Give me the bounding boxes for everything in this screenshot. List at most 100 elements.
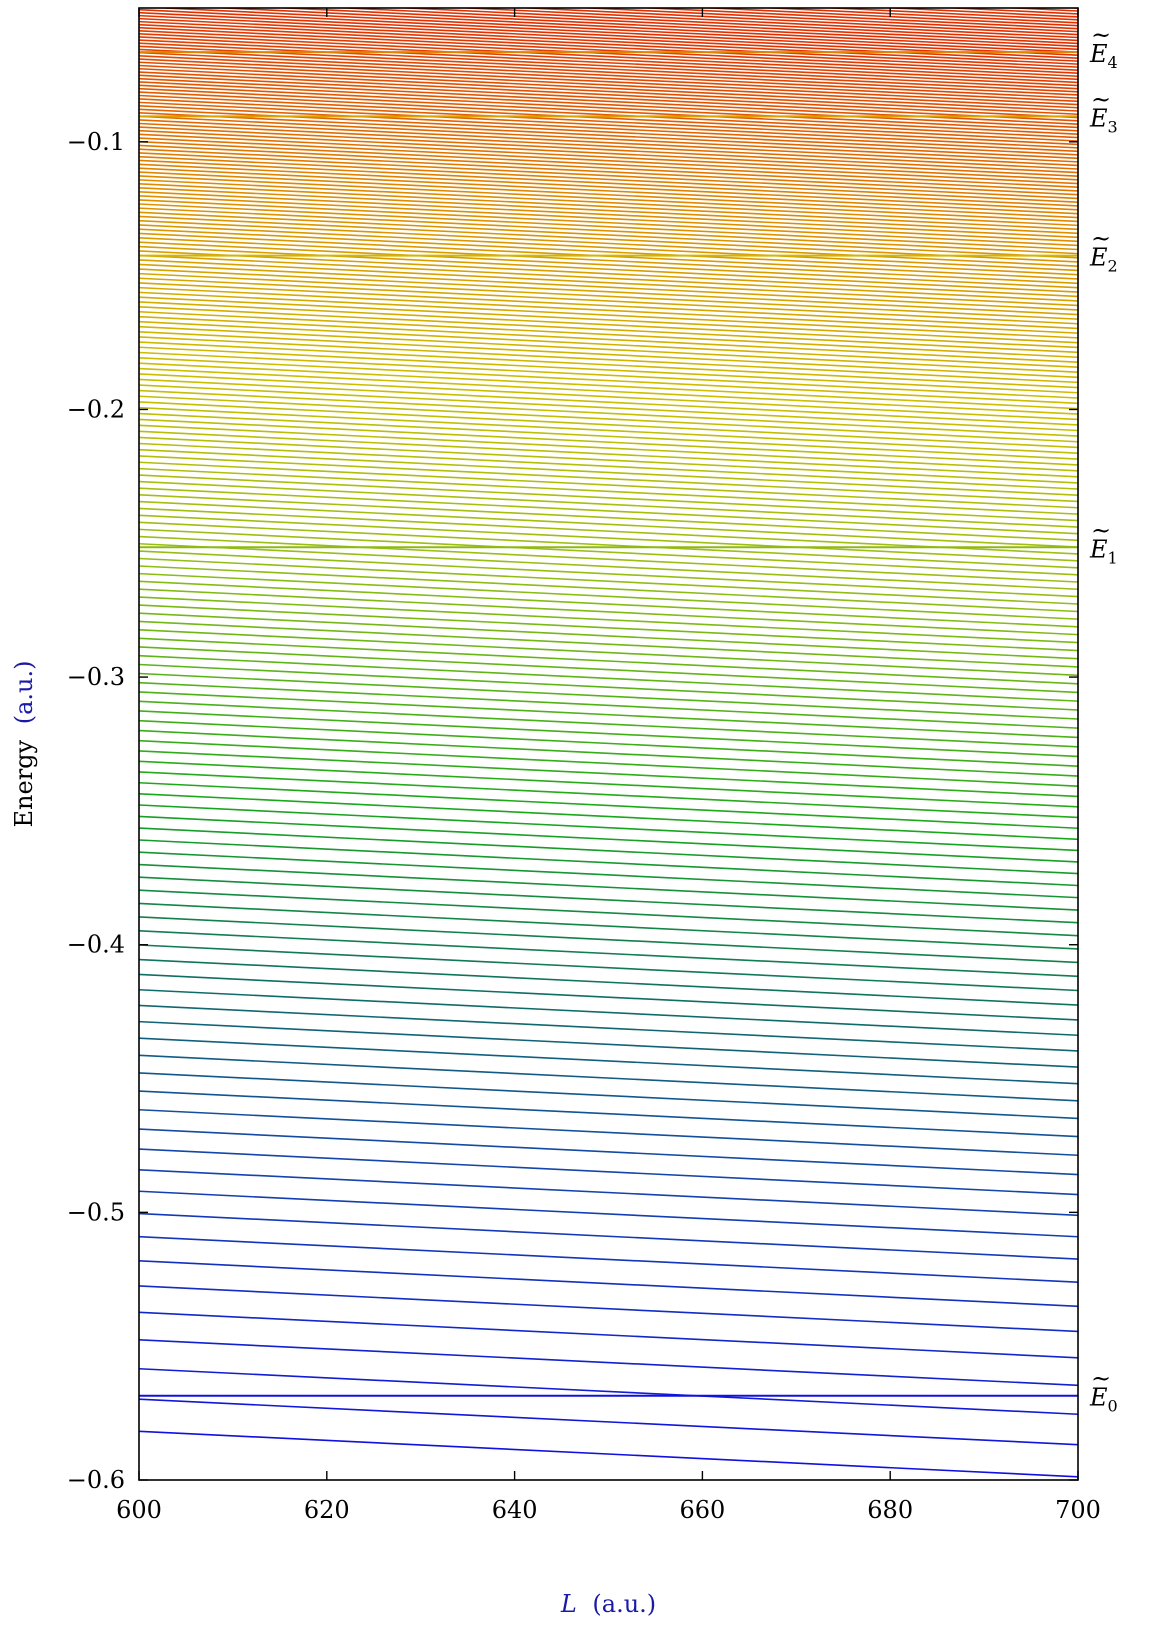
- continuum-line: [139, 175, 1078, 223]
- reference-level-text: E1: [1089, 535, 1118, 567]
- x-tick-label: 640: [492, 1496, 538, 1524]
- continuum-line: [139, 341, 1078, 389]
- continuum-line: [139, 1090, 1078, 1138]
- continuum-line: [139, 827, 1078, 875]
- continuum-line: [139, 346, 1078, 394]
- continuum-line: [139, 71, 1078, 119]
- reference-levels: [139, 51, 1078, 1397]
- continuum-line: [139, 588, 1078, 636]
- continuum-line: [139, 119, 1078, 167]
- continuum-line: [139, 672, 1078, 720]
- continuum-line: [139, 356, 1078, 405]
- continuum-line: [209, 8, 1078, 51]
- continuum-line: [139, 804, 1078, 852]
- reference-level-tilde: ~: [1091, 516, 1111, 544]
- continuum-line: [139, 448, 1078, 496]
- continuum-line: [139, 494, 1078, 542]
- continuum-line: [139, 542, 1078, 591]
- continuum-line: [139, 1260, 1078, 1308]
- continuum-line: [139, 389, 1078, 437]
- continuum-line: [139, 958, 1078, 1006]
- continuum-line: [139, 211, 1078, 259]
- continuum-line: [139, 163, 1078, 211]
- reference-level-tilde: ~: [1091, 85, 1111, 113]
- continuum-line: [139, 336, 1078, 384]
- continuum-line: [139, 183, 1078, 231]
- continuum-line: [139, 1339, 1078, 1387]
- continuum-line: [139, 195, 1078, 243]
- continuum-line: [139, 557, 1078, 605]
- continuum-line: [139, 663, 1078, 711]
- continuum-line: [139, 596, 1078, 644]
- continuum-line: [139, 424, 1078, 472]
- continuum-line: [139, 781, 1078, 830]
- continuum-line: [139, 286, 1078, 334]
- continuum-line: [139, 384, 1078, 432]
- continuum-line: [139, 378, 1078, 426]
- continuum-line: [139, 236, 1078, 285]
- continuum-line: [139, 14, 1078, 62]
- continuum-line: [139, 199, 1078, 247]
- continuum-line: [139, 207, 1078, 255]
- continuum-line: [139, 61, 1078, 109]
- continuum-line: [139, 792, 1078, 841]
- continuum-line: [331, 8, 1078, 45]
- x-tick-label: 620: [304, 1496, 350, 1524]
- continuum-line: [139, 0, 1078, 2]
- continuum-line: [139, 1148, 1078, 1196]
- continuum-line: [139, 839, 1078, 887]
- continuum-line: [139, 1072, 1078, 1120]
- continuum-line: [139, 81, 1078, 129]
- continuum-line: [139, 760, 1078, 808]
- continuum-line: [139, 84, 1078, 132]
- x-tick-label: 660: [679, 1496, 725, 1524]
- continuum-line: [139, 1020, 1078, 1068]
- continuum-line: [139, 11, 1078, 59]
- continuum-line: [139, 889, 1078, 937]
- continuum-line: [391, 8, 1078, 42]
- continuum-line: [139, 535, 1078, 583]
- continuum-line: [574, 8, 1078, 33]
- continuum-line: [634, 8, 1078, 30]
- continuum-line: [513, 8, 1078, 36]
- continuum-line: [148, 8, 1078, 54]
- continuum-line: [139, 1430, 1078, 1478]
- reference-level-labels: ~E0~E1~E2~E3~E4: [1089, 21, 1118, 1416]
- y-axis-label: Energy (a.u.): [10, 661, 38, 828]
- reference-level-label: ~E1: [1089, 516, 1118, 567]
- continuum-line: [139, 1128, 1078, 1176]
- continuum-line: [139, 140, 1078, 189]
- continuum-line: [139, 39, 1078, 87]
- continuum-line: [139, 944, 1078, 992]
- continuum-line: [139, 646, 1078, 694]
- reference-level-label: ~E3: [1089, 85, 1118, 136]
- reference-level-label: ~E4: [1089, 21, 1118, 72]
- continuum-line: [756, 8, 1078, 24]
- continuum-line: [139, 367, 1078, 415]
- continuum-line: [139, 710, 1078, 758]
- continuum-line: [139, 191, 1078, 239]
- continuum-line: [1060, 8, 1078, 9]
- continuum-line: [139, 263, 1078, 311]
- continuum-line: [139, 1004, 1078, 1052]
- continuum-line: [139, 129, 1078, 178]
- continuum-line: [139, 876, 1078, 924]
- continuum-line: [452, 8, 1078, 39]
- continuum-line: [139, 851, 1078, 899]
- continuum-line: [139, 33, 1078, 81]
- continuum-line: [139, 105, 1078, 153]
- continuum-line: [139, 291, 1078, 339]
- continuum-line: [139, 988, 1078, 1037]
- continuum-line: [139, 320, 1078, 368]
- continuum-line: [877, 8, 1078, 18]
- continuum-line: [139, 259, 1078, 307]
- continuum-line: [139, 902, 1078, 950]
- continuum-line: [139, 916, 1078, 964]
- reference-level-tilde: ~: [1091, 1365, 1111, 1393]
- x-axis-ticks: 600 620 640 660 680 700: [116, 8, 1101, 1524]
- continuum-line: [139, 750, 1078, 798]
- continuum-line: [139, 565, 1078, 613]
- continuum-line: [139, 51, 1078, 99]
- continuum-line: [139, 1054, 1078, 1102]
- plot-frame: [138, 7, 1079, 1481]
